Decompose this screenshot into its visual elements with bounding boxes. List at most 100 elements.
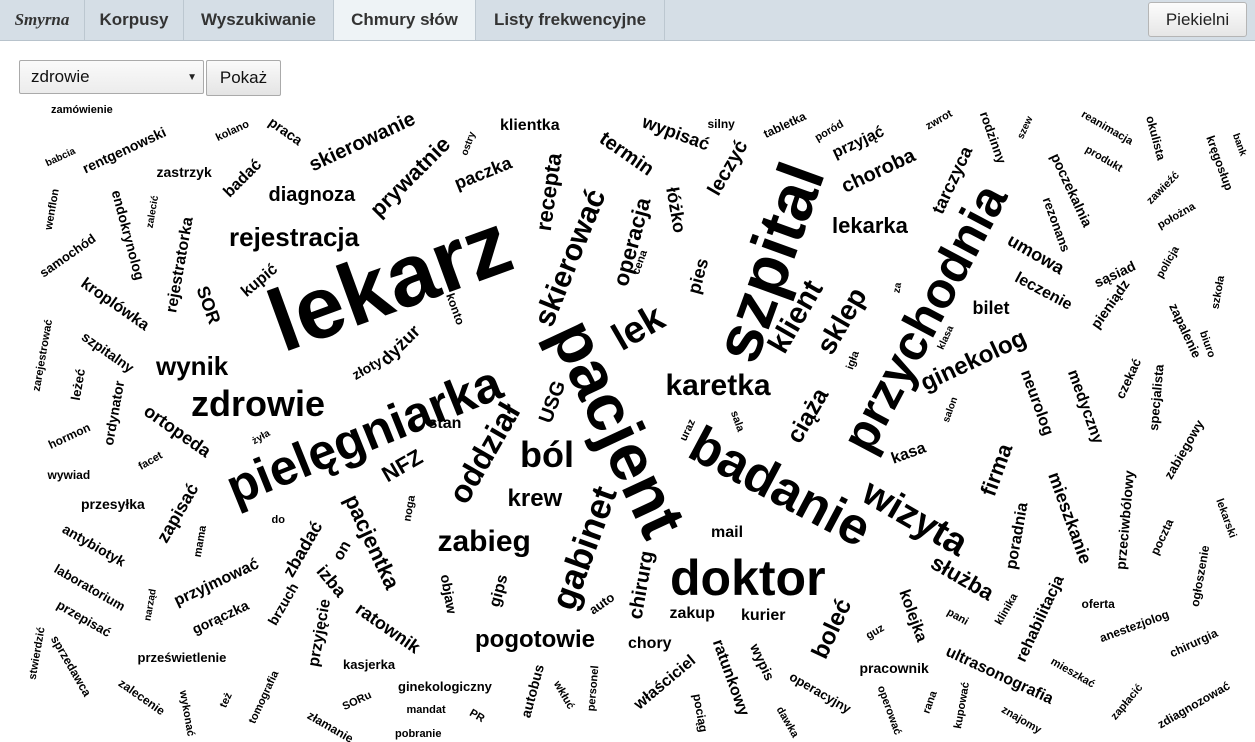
cloud-word-123[interactable]: wkłuć (550, 678, 577, 711)
cloud-word-74[interactable]: stan (428, 415, 462, 432)
tab-chmury-slow[interactable]: Chmury słów (333, 0, 475, 40)
cloud-word-141[interactable]: zdiagnozować (1154, 678, 1232, 732)
cloud-word-66[interactable]: wypis (746, 640, 778, 684)
cloud-word-48[interactable]: mieszkanie (1044, 469, 1096, 567)
cloud-word-59[interactable]: rehabilitacja (1012, 572, 1068, 665)
cloud-word-137[interactable]: oferta (1081, 597, 1115, 611)
cloud-word-157[interactable]: położna (1155, 199, 1198, 232)
cloud-word-50[interactable]: przeciwbólowy (1112, 469, 1138, 571)
cloud-word-78[interactable]: rejestratorka (162, 215, 197, 315)
cloud-word-49[interactable]: poradnia (1003, 501, 1032, 571)
cloud-word-98[interactable]: facet (136, 448, 165, 473)
cloud-word-88[interactable]: zamówienie (51, 103, 113, 116)
cloud-word-153[interactable]: pieniądz (1087, 276, 1133, 332)
cloud-word-37[interactable]: termin (594, 127, 658, 181)
cloud-word-8[interactable]: zdrowie (191, 383, 326, 424)
cloud-word-83[interactable]: rentgenowski (79, 123, 169, 177)
cloud-word-94[interactable]: leżeć (67, 367, 89, 401)
cloud-word-171[interactable]: ostry (459, 130, 479, 158)
cloud-word-97[interactable]: wywiad (47, 468, 91, 482)
cloud-word-113[interactable]: też (217, 690, 235, 710)
cloud-word-62[interactable]: zakup (669, 605, 715, 622)
cloud-word-17[interactable]: pogotowie (475, 626, 595, 653)
cloud-word-119[interactable]: mandat (406, 703, 446, 716)
cloud-word-151[interactable]: szkoła (1209, 274, 1228, 310)
cloud-word-156[interactable]: zawieźć (1143, 168, 1182, 207)
cloud-word-138[interactable]: anestezjolog (1097, 606, 1171, 646)
cloud-word-131[interactable]: kupować (951, 680, 972, 730)
cloud-word-47[interactable]: medyczny (1063, 367, 1106, 447)
cloud-word-124[interactable]: personel (585, 664, 602, 712)
cloud-word-182[interactable]: do (271, 513, 285, 526)
cloud-word-67[interactable]: właściciel (630, 652, 699, 714)
cloud-word-155[interactable]: rezonans (1039, 194, 1073, 254)
cloud-word-165[interactable]: rodzinny (976, 108, 1010, 166)
cloud-word-31[interactable]: służba (926, 549, 999, 606)
show-button[interactable]: Pokaż (206, 60, 281, 96)
cloud-word-128[interactable]: operacyjny (786, 668, 854, 716)
user-button[interactable]: Piekielni (1148, 2, 1247, 37)
cloud-word-169[interactable]: tabletka (760, 109, 808, 141)
cloud-word-114[interactable]: tomografia (246, 668, 281, 726)
cloud-word-70[interactable]: objaw (437, 573, 461, 615)
cloud-word-145[interactable]: lekarski (1212, 496, 1239, 540)
cloud-word-152[interactable]: policja (1153, 243, 1182, 280)
cloud-word-110[interactable]: sprzedawca (47, 633, 95, 699)
cloud-word-136[interactable]: klinika (992, 590, 1021, 627)
cloud-word-180[interactable]: USG (534, 377, 570, 427)
cloud-word-117[interactable]: SORu (340, 688, 373, 713)
cloud-word-91[interactable]: samochód (36, 230, 98, 280)
tab-wyszukiwanie[interactable]: Wyszukiwanie (183, 0, 333, 40)
cloud-word-150[interactable]: zapalenie (1165, 300, 1204, 360)
cloud-word-46[interactable]: neurolog (1016, 367, 1057, 438)
cloud-word-132[interactable]: znajomy (999, 703, 1044, 736)
cloud-word-161[interactable]: okulista (1142, 114, 1168, 162)
cloud-word-42[interactable]: łóżko (662, 185, 690, 235)
cloud-word-130[interactable]: rana (920, 688, 940, 715)
cloud-word-64[interactable]: chory (628, 635, 672, 652)
cloud-word-181[interactable]: noga (401, 493, 418, 522)
cloud-word-81[interactable]: endokrynolog (108, 188, 148, 282)
cloud-word-115[interactable]: prześwietlenie (137, 649, 227, 665)
cloud-word-25[interactable]: lekarka (832, 213, 908, 238)
cloud-word-143[interactable]: ogłoszenie (1187, 544, 1213, 608)
cloud-word-58[interactable]: kolejka (895, 587, 930, 645)
cloud-word-108[interactable]: brzuch (264, 580, 302, 628)
cloud-word-101[interactable]: antybiotyk (59, 520, 129, 570)
cloud-word-34[interactable]: skierowanie (305, 107, 419, 177)
cloud-word-109[interactable]: stwierdzić (26, 625, 48, 681)
cloud-word-104[interactable]: narząd (142, 588, 159, 622)
cloud-word-21[interactable]: krew (507, 485, 563, 512)
cloud-word-158[interactable]: produkt (1082, 143, 1124, 175)
tab-korpusy[interactable]: Korpusy (84, 0, 183, 40)
cloud-word-139[interactable]: mieszkać (1048, 655, 1097, 690)
cloud-word-144[interactable]: poczta (1147, 516, 1177, 558)
cloud-word-57[interactable]: chirurg (624, 549, 658, 621)
cloud-word-162[interactable]: reanimacja (1078, 107, 1135, 148)
cloud-word-160[interactable]: bank (1229, 131, 1248, 158)
tab-listy-frekwencyjne[interactable]: Listy frekwencyjne (475, 0, 665, 40)
cloud-word-89[interactable]: wenflon (42, 187, 62, 231)
cloud-word-96[interactable]: hormon (45, 420, 93, 452)
cloud-word-56[interactable]: przyjęcie (305, 597, 335, 669)
app-brand[interactable]: Smyrna (14, 10, 70, 29)
cloud-word-112[interactable]: wykonać (176, 688, 197, 737)
cloud-word-80[interactable]: kroplówka (77, 274, 152, 335)
cloud-word-116[interactable]: kasjerka (343, 656, 396, 672)
cloud-word-147[interactable]: specjalista (1145, 363, 1167, 431)
cloud-word-79[interactable]: SOR (191, 283, 225, 327)
cloud-word-54[interactable]: izba (312, 561, 350, 601)
cloud-word-6[interactable]: doktor (670, 550, 826, 606)
cloud-word-159[interactable]: kręgosłup (1202, 133, 1236, 193)
cloud-word-45[interactable]: leczenie (1011, 269, 1075, 314)
cloud-word-125[interactable]: pociąg (689, 692, 711, 734)
cloud-word-68[interactable]: autobus (517, 662, 548, 720)
cloud-word-13[interactable]: ból (520, 434, 574, 475)
cloud-word-134[interactable]: guz (863, 621, 886, 642)
cloud-word-36[interactable]: leczyć (703, 136, 753, 200)
cloud-word-40[interactable]: klientka (500, 117, 560, 134)
cloud-word-84[interactable]: badać (220, 156, 266, 202)
cloud-word-23[interactable]: recepta (530, 151, 567, 233)
cloud-word-82[interactable]: zastrzyk (156, 164, 212, 180)
cloud-word-111[interactable]: zalecenie (115, 675, 168, 719)
